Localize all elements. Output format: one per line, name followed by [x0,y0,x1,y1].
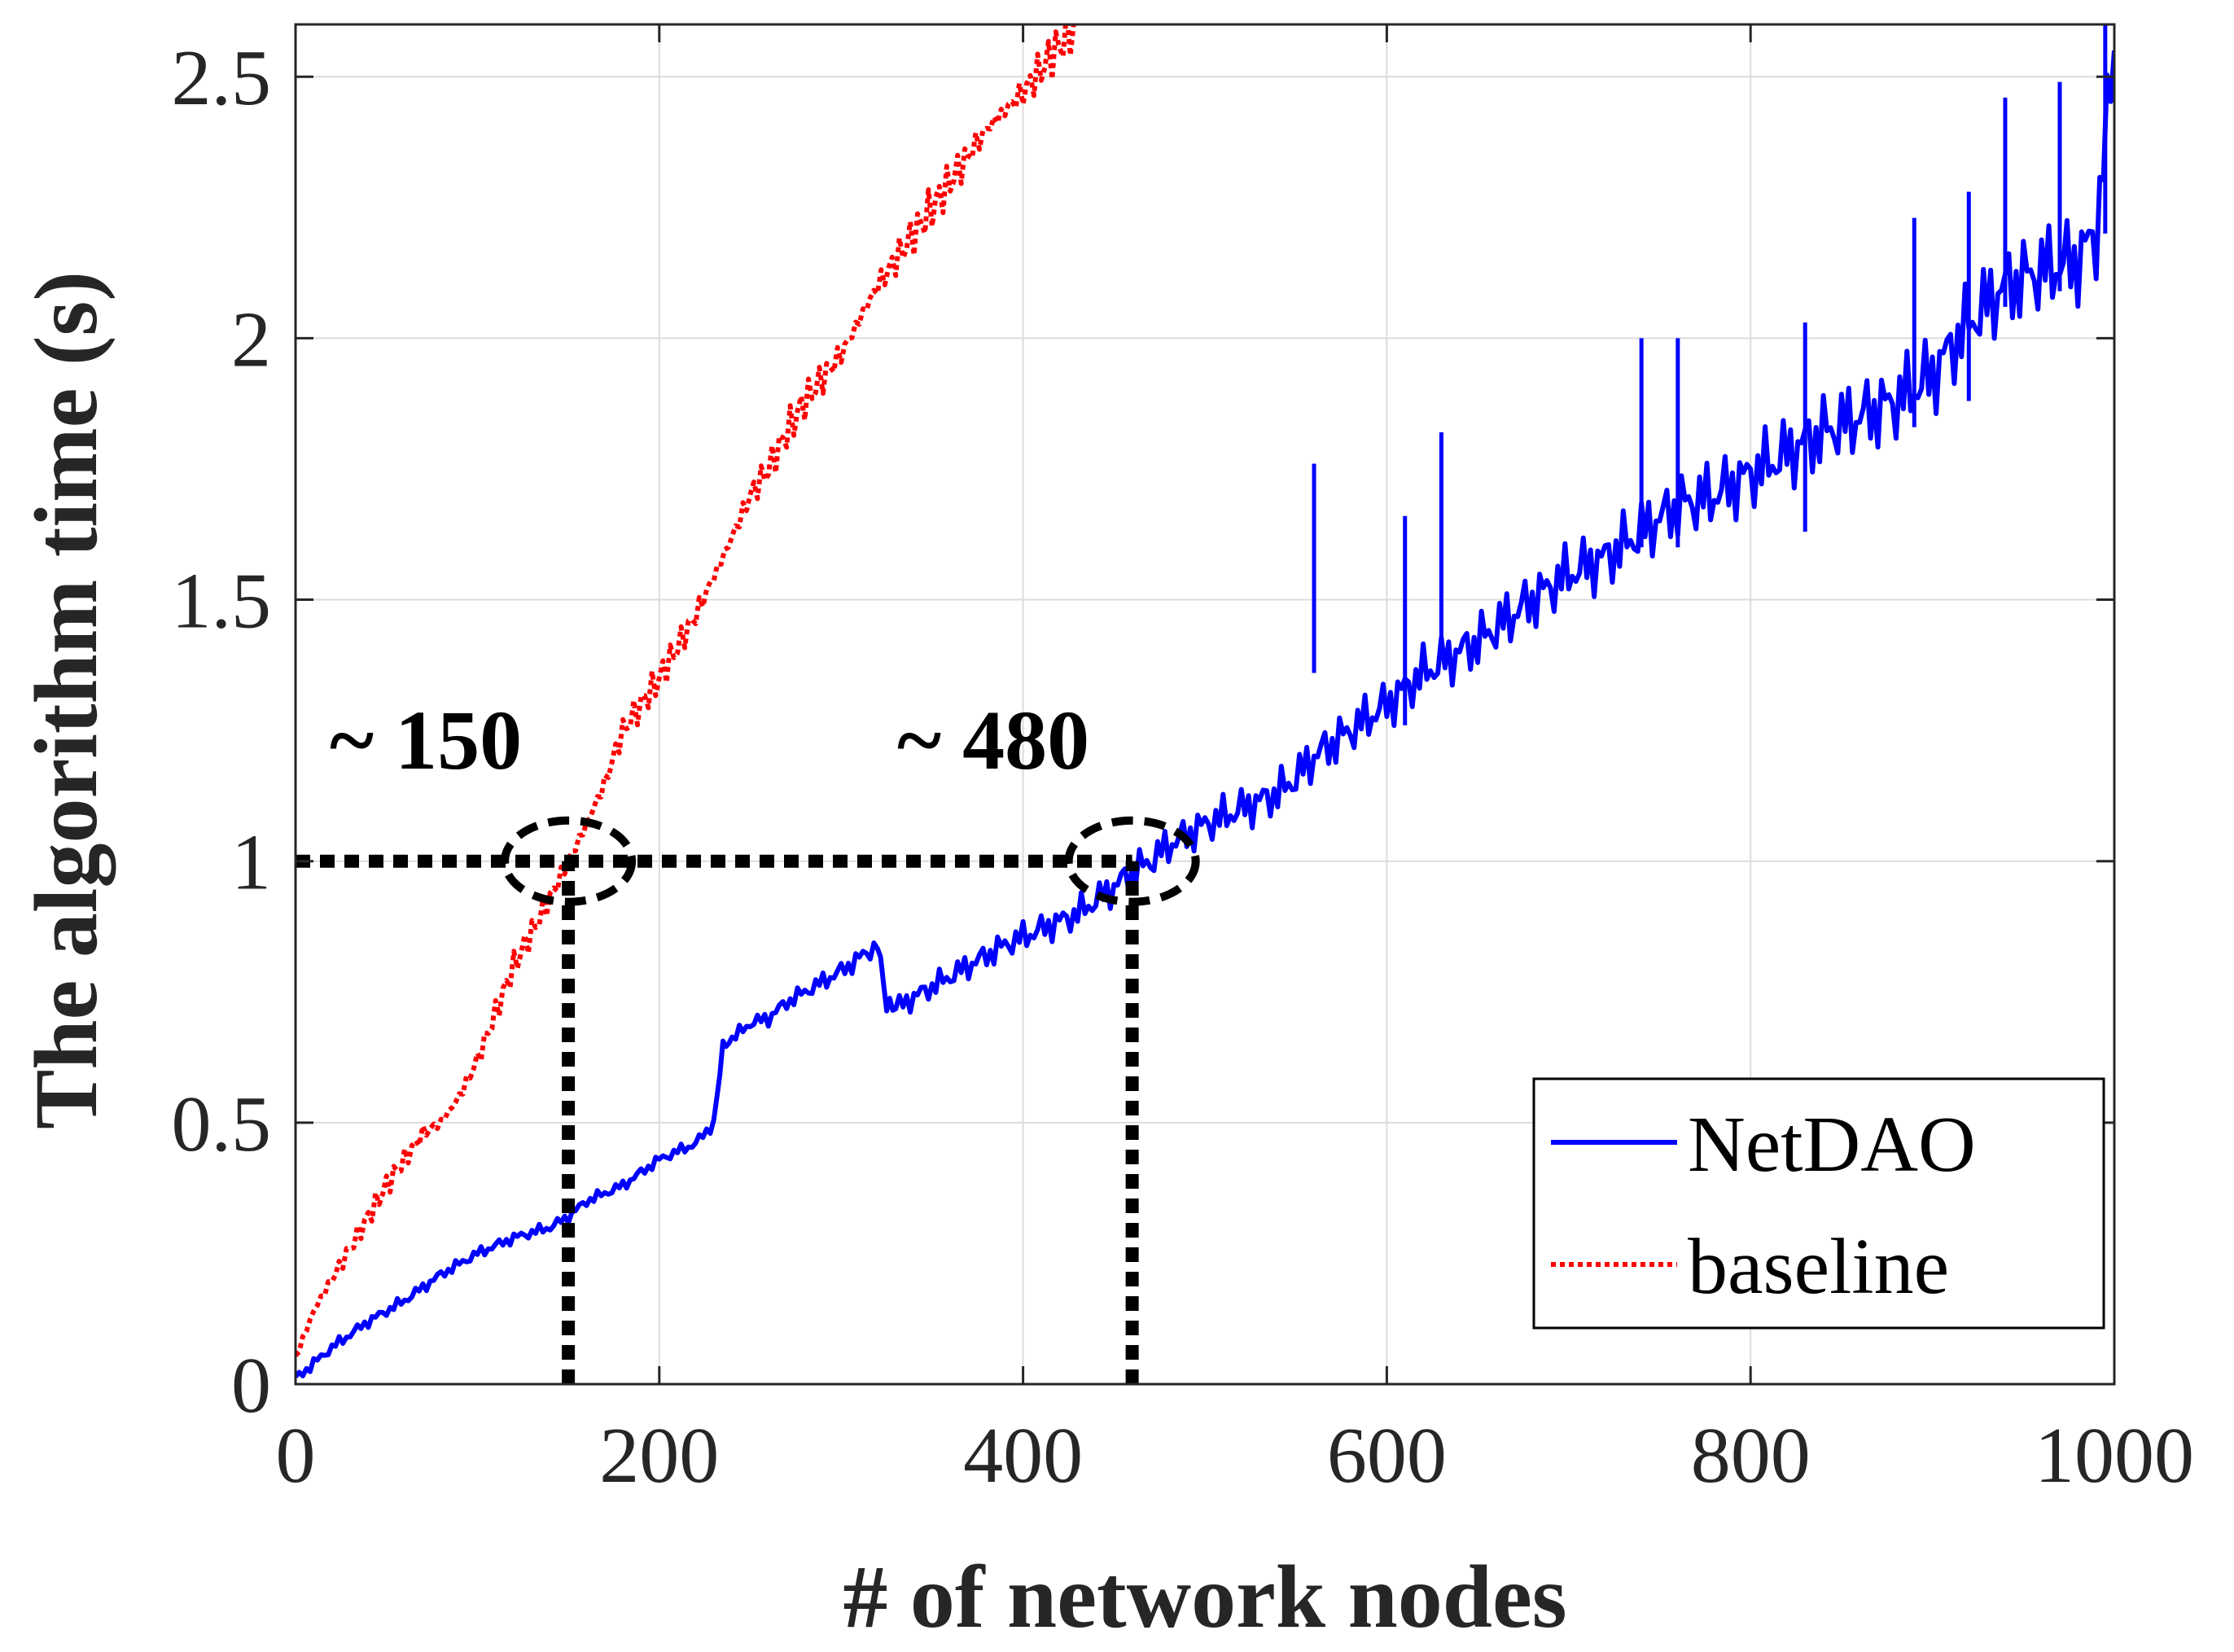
legend-label-baseline: baseline [1688,1223,1949,1311]
highlight-ellipse [501,816,637,906]
y-tick-label: 2 [231,296,271,383]
legend-box [1532,1077,2105,1330]
annotation-150: ~ 150 [330,694,522,787]
y-tick-label: 0.5 [172,1080,272,1168]
y-tick-label: 1 [231,819,271,907]
y-axis-label: The algorithm time (s) [16,271,116,1129]
y-tick-label: 1.5 [172,558,272,646]
legend: NetDAO baseline [1532,1077,2105,1330]
x-tick-label: 0 [276,1412,316,1500]
x-tick-label: 800 [1691,1412,1811,1500]
x-tick-label: 400 [963,1412,1083,1500]
y-tick-label: 0 [231,1342,271,1430]
series-line-baseline [296,24,1078,1357]
x-tick-label: 600 [1327,1412,1447,1500]
y-tick-label: 2.5 [172,34,272,122]
series-layer [296,24,2114,1378]
axis-ticks: 0 200 400 600 800 1000 0 0.5 1 1.5 2 2.5 [172,24,2194,1500]
x-axis-label: # of network nodes [843,1547,1566,1646]
reference-lines [296,816,1200,1384]
highlight-ellipse [1064,816,1200,906]
x-tick-label: 200 [599,1412,719,1500]
legend-label-netdao: NetDAO [1688,1101,1976,1189]
plot-frame [294,23,2116,1386]
series-line-netdao [296,50,2114,1378]
x-tick-label: 1000 [2035,1412,2194,1500]
annotation-480: ~ 480 [897,694,1089,787]
